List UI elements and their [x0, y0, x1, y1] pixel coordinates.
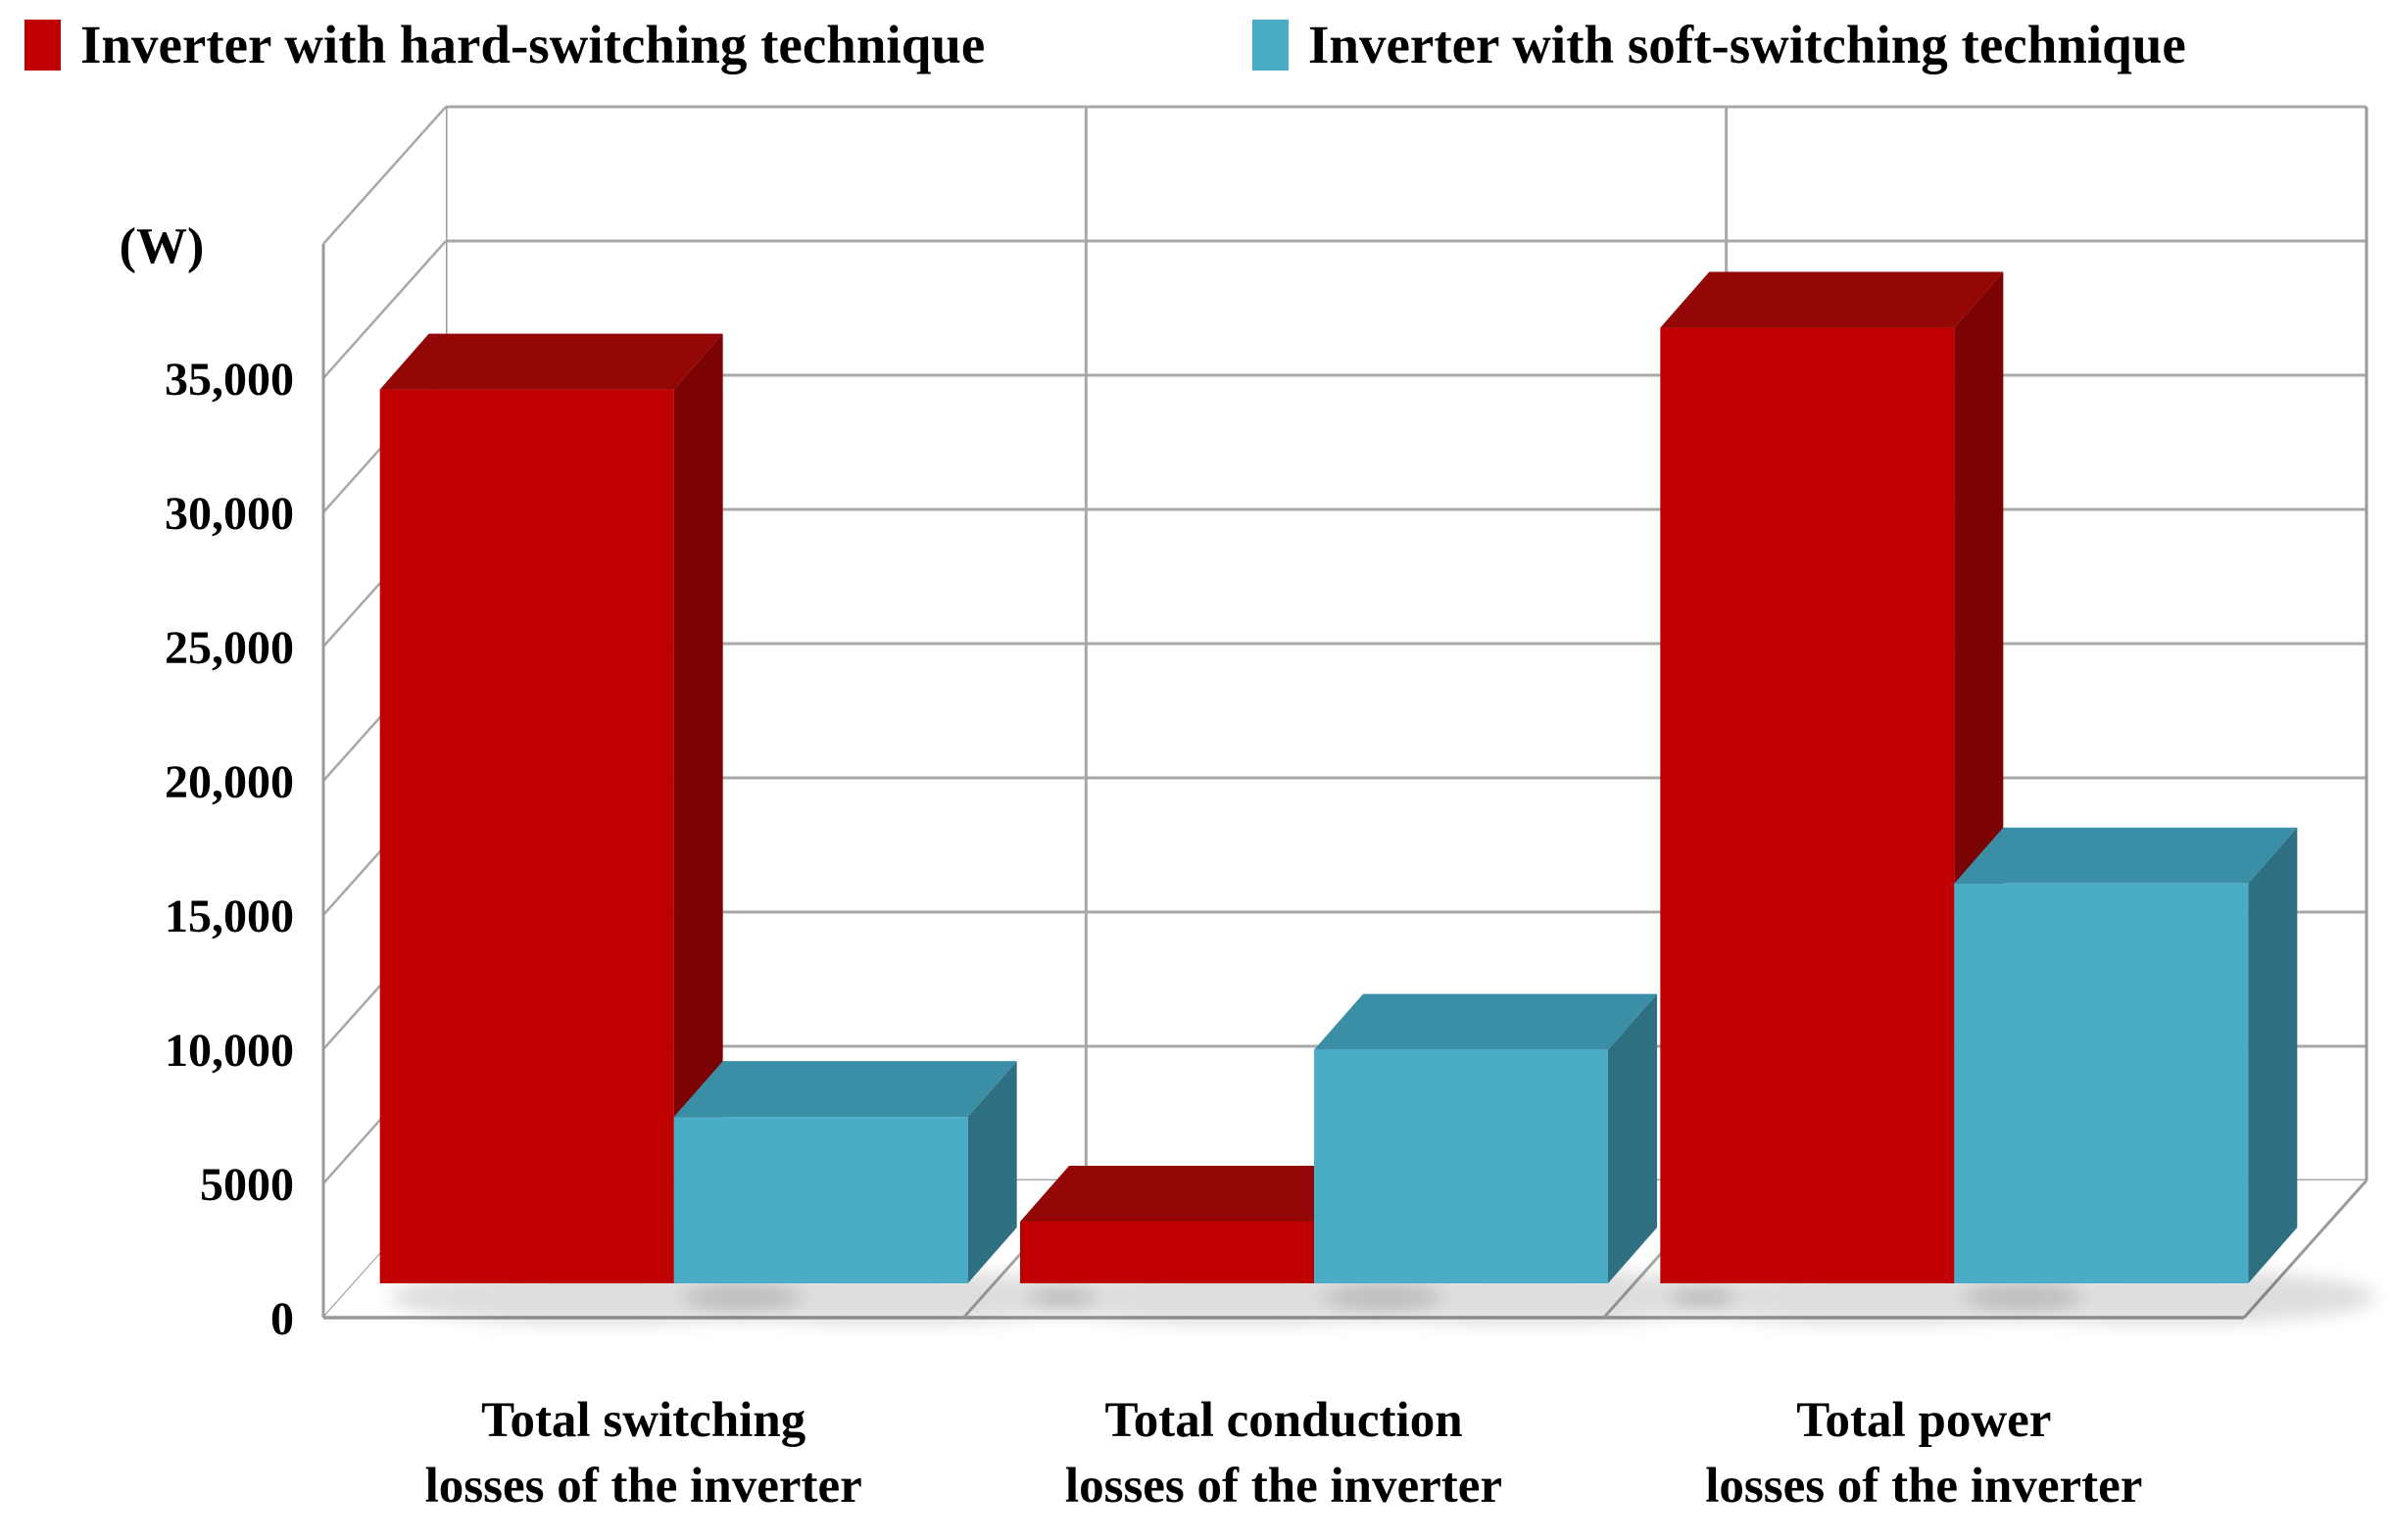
bar-soft-1-side-face — [1608, 993, 1657, 1283]
bar-soft-2-top-face — [1954, 827, 2298, 884]
legend: Inverter with hard-switching technique I… — [0, 0, 2390, 93]
x-category-label: Total power losses of the inverter — [1705, 1393, 2142, 1514]
bar-hard-0-top-face — [379, 333, 723, 390]
bar-hard-1-front-face — [1020, 1221, 1314, 1283]
bar-hard-2-front-face — [1660, 327, 1955, 1283]
bar-hard-0-side-face — [673, 333, 723, 1284]
bar-soft-2-side-face — [2248, 827, 2298, 1283]
y-tick-label: 10,000 — [165, 1025, 294, 1077]
bar-soft-1-top-face — [1314, 993, 1657, 1050]
bar-soft-0-front-face — [673, 1117, 968, 1283]
legend-item-hard-switching: Inverter with hard-switching technique — [24, 14, 985, 75]
bar-soft-2-front-face — [1954, 883, 2249, 1283]
bar-soft-0-top-face — [673, 1061, 1017, 1118]
side-wall-gridline — [322, 106, 447, 245]
bar-hard-1-top-face — [1020, 1165, 1363, 1222]
y-tick-label: 15,000 — [165, 890, 294, 942]
y-tick-label: 30,000 — [165, 488, 294, 540]
legend-swatch-hard-switching — [24, 19, 61, 71]
legend-label-soft-switching: Inverter with soft-switching technique — [1308, 15, 2186, 74]
y-tick-label: 20,000 — [165, 756, 294, 808]
legend-item-soft-switching: Inverter with soft-switching technique — [1252, 14, 2186, 75]
bar-soft-1-front-face — [1314, 1049, 1608, 1283]
x-category-label: Total switching losses of the inverter — [425, 1393, 862, 1514]
bar-soft-0-side-face — [967, 1061, 1017, 1283]
x-category-label: Total conduction losses of the inverter — [1065, 1393, 1502, 1514]
y-axis-unit-label: (W) — [120, 218, 205, 274]
side-wall-gridline — [322, 240, 447, 379]
bar-hard-0-front-face — [379, 389, 674, 1284]
legend-swatch-soft-switching — [1252, 19, 1289, 71]
y-tick-label: 25,000 — [165, 622, 294, 674]
y-tick-label: 0 — [270, 1293, 294, 1345]
y-tick-label: 5000 — [200, 1159, 294, 1211]
legend-label-hard-switching: Inverter with hard-switching technique — [80, 15, 986, 74]
bar-hard-2-top-face — [1660, 271, 2004, 328]
y-tick-label: 35,000 — [165, 354, 294, 406]
